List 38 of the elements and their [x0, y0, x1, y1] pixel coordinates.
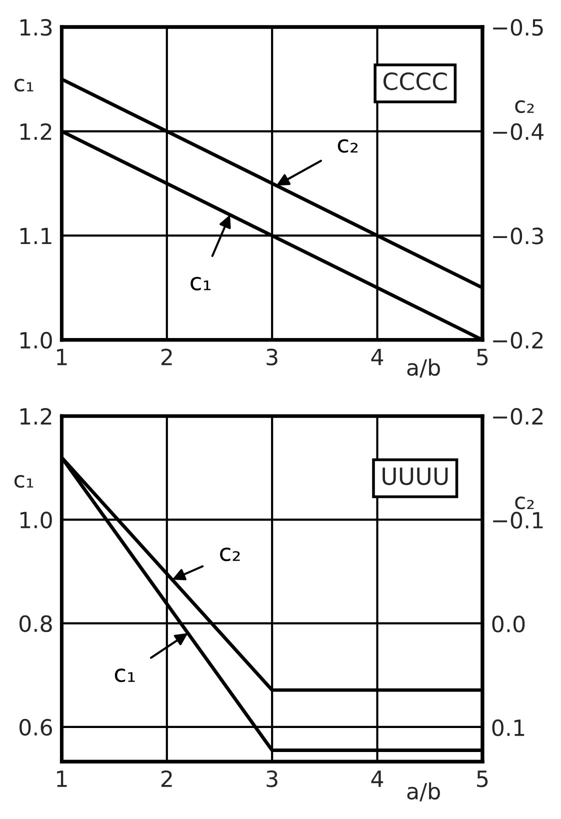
annotation: UUUU	[382, 468, 448, 486]
y-tick-label: 1.2	[20, 123, 52, 140]
x-tick-label: 4	[371, 348, 384, 366]
x-axis-title: a/b	[407, 782, 440, 802]
y2-tick-label: −0.2	[493, 408, 543, 425]
y2-tick-label: 0.0	[492, 616, 525, 632]
y2-tick-label: −0.4	[493, 123, 544, 140]
y-tick-label: 1.2	[20, 408, 52, 424]
x-tick-label: 1	[57, 770, 67, 787]
y2-tick-label: −0.2	[493, 332, 543, 349]
y-axis-title: c₁	[14, 475, 34, 488]
x-tick-label: 5	[477, 348, 488, 366]
x-tick-label: 3	[266, 348, 278, 366]
x-tick-label: 3	[266, 770, 278, 788]
y-tick-label: 0.6	[20, 718, 52, 736]
y-tick-label: 1.3	[20, 18, 52, 36]
y2-tick-label: −0.1	[493, 512, 543, 529]
y2-axis-title: c₂	[515, 100, 534, 114]
y-tick-label: 0.8	[20, 615, 52, 632]
x-tick-label: 4	[371, 770, 384, 787]
y-tick-label: 1.1	[20, 228, 52, 244]
y2-axis-title: c₂	[515, 496, 534, 510]
text: c₁	[114, 668, 135, 682]
x-tick-label: 2	[161, 770, 172, 787]
x-axis-title: a/b	[407, 358, 440, 378]
x-tick-label: 2	[161, 348, 172, 366]
y2-tick-label: 0.1	[492, 719, 524, 736]
annotation: CCCC	[383, 72, 447, 90]
text: c₂	[338, 139, 358, 153]
y-axis-title: c₁	[14, 78, 34, 92]
text: c₂	[220, 548, 240, 562]
x-tick-label: 5	[477, 770, 488, 788]
y-tick-label: 1.0	[20, 512, 52, 528]
y2-tick-label: −0.3	[493, 228, 543, 244]
y-tick-label: 1.0	[20, 332, 52, 349]
y2-tick-label: −0.5	[493, 18, 543, 36]
x-tick-label: 1	[57, 348, 67, 366]
legend-label: c₁	[190, 276, 210, 290]
